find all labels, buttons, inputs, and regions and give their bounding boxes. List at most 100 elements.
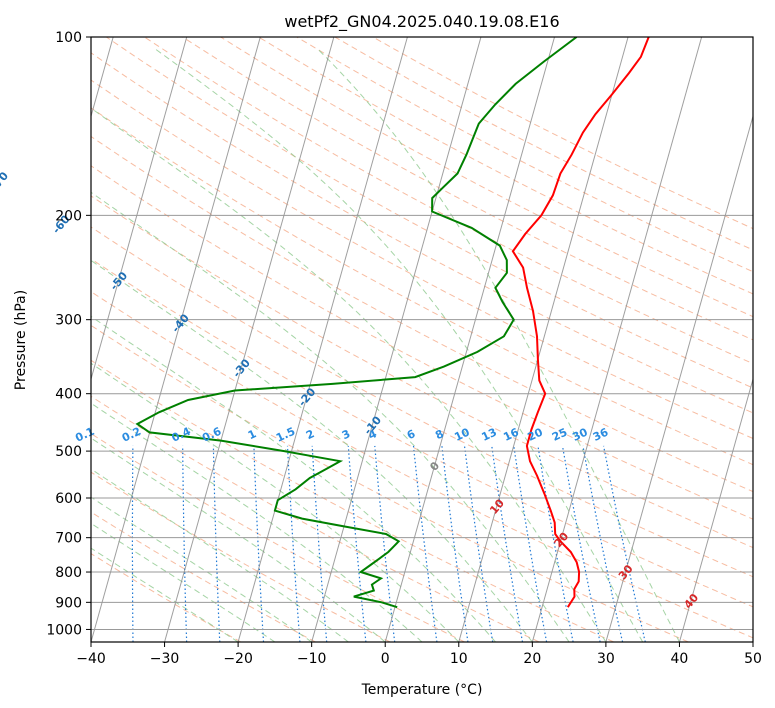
isotherm: [91, 37, 188, 382]
x-tick-label: 10: [450, 651, 468, 667]
x-tick-label: 20: [523, 651, 541, 667]
y-tick-label: 900: [55, 595, 82, 611]
x-tick-label: −20: [223, 651, 253, 667]
mixing-ratio-line: [463, 445, 494, 642]
dry-adiabat: [106, 37, 753, 389]
mixing-ratio-line: [212, 445, 221, 642]
isotherm-label: -30: [230, 356, 253, 380]
moist-adiabat: [91, 402, 423, 642]
dry-adiabat: [91, 107, 753, 466]
dry-adiabat: [296, 37, 753, 273]
isotherm: [678, 377, 753, 642]
mixing-ratio-line: [603, 445, 646, 642]
isotherm: [311, 37, 482, 642]
isotherm: [91, 37, 261, 642]
isotherm-label: 10: [487, 496, 507, 516]
mixing-ratio-line: [561, 445, 601, 642]
mixing-ratio-line: [131, 445, 134, 642]
mixing-ratio-label: 2: [304, 427, 316, 442]
mixing-ratio-label: 20: [526, 425, 546, 443]
y-tick-label: 100: [55, 30, 82, 46]
y-tick-label: 400: [55, 387, 82, 403]
moist-adiabat: [91, 315, 496, 642]
y-axis-label: Pressure (hPa): [13, 290, 29, 390]
temperature-profile-line: [511, 37, 650, 608]
x-tick-label: 50: [744, 651, 762, 667]
mixing-ratio-label: 8: [433, 427, 445, 442]
mixing-ratio-label: 16: [501, 425, 521, 443]
mixing-ratio-label: 30: [570, 425, 590, 443]
mixing-ratio-line: [182, 445, 188, 642]
isotherm: [384, 37, 556, 642]
x-tick-label: −40: [76, 651, 106, 667]
isotherm: [605, 114, 753, 642]
dry-adiabat: [182, 37, 753, 341]
isotherm-label: -70: [0, 169, 11, 193]
mixing-ratio-label: 25: [550, 426, 569, 444]
mixing-ratio-line: [311, 445, 328, 642]
isotherm-label: 30: [616, 562, 636, 582]
mixing-ratio-line: [513, 445, 548, 642]
y-tick-label: 600: [55, 491, 82, 507]
isotherm-label: -50: [108, 269, 131, 293]
mixing-ratio-label: 10: [452, 425, 472, 443]
dry-adiabat: [91, 79, 753, 440]
mixing-ratio-line: [83, 446, 86, 642]
moist-adiabat: [91, 107, 607, 642]
dry-adiabat: [91, 226, 753, 578]
dry-adiabat: [91, 553, 242, 642]
y-tick-label: 500: [55, 444, 82, 460]
mixing-ratio-line: [537, 445, 574, 642]
moist-adiabat: [91, 191, 570, 642]
moist-adiabat: [91, 522, 276, 642]
mixing-ratio-label: 1: [246, 427, 258, 442]
moist-adiabat: [91, 468, 349, 642]
isotherm-label: -20: [296, 385, 319, 409]
isotherm: [164, 37, 335, 642]
y-tick-label: 200: [55, 208, 82, 224]
dry-adiabat: [91, 135, 753, 493]
x-tick-label: 40: [671, 651, 689, 667]
mixing-ratio-label: 13: [480, 426, 499, 444]
mixing-ratio-line: [286, 445, 301, 642]
dry-adiabat: [91, 511, 316, 642]
mixing-ratio-line: [582, 445, 624, 642]
dry-adiabat: [91, 432, 465, 642]
x-tick-label: 30: [597, 651, 615, 667]
isotherm: [237, 37, 408, 642]
moist-adiabat: [91, 547, 239, 642]
dry-adiabat: [334, 37, 753, 251]
isotherm: [531, 37, 703, 642]
mixing-ratio-label: 0.4: [170, 425, 193, 445]
chart-title: wetPf2_GN04.2025.040.19.08.E16: [284, 12, 559, 32]
mixing-ratio-line: [491, 445, 524, 642]
isotherm: [752, 640, 753, 642]
dry-adiabat: [91, 324, 689, 642]
moist-adiabat: [91, 362, 460, 642]
moist-adiabat: [91, 437, 386, 642]
moist-adiabat: [155, 49, 644, 642]
x-tick-label: 0: [381, 651, 390, 667]
dry-adiabat: [258, 37, 753, 295]
isotherm-label: -40: [169, 311, 192, 335]
y-tick-label: 1000: [46, 622, 82, 638]
isotherm-label: 0: [427, 459, 442, 473]
mixing-ratio-line: [374, 445, 396, 642]
dry-adiabat: [91, 291, 753, 639]
mixing-ratio-line: [253, 445, 265, 642]
x-tick-label: −30: [150, 651, 180, 667]
mixing-ratio-line: [441, 445, 469, 642]
moist-adiabat: [317, 49, 680, 642]
dry-adiabat: [91, 471, 391, 642]
mixing-ratio-label: 6: [405, 427, 418, 442]
x-axis-label: Temperature (°C): [361, 682, 483, 698]
mixing-ratio-label: 36: [591, 425, 611, 443]
dry-adiabat: [144, 37, 753, 365]
isotherm: [458, 37, 629, 642]
dry-adiabat: [91, 165, 753, 520]
x-tick-label: −10: [297, 651, 327, 667]
mixing-ratio-label: 0.1: [73, 425, 96, 445]
mixing-ratio-line: [412, 445, 438, 642]
y-tick-label: 700: [55, 531, 82, 547]
